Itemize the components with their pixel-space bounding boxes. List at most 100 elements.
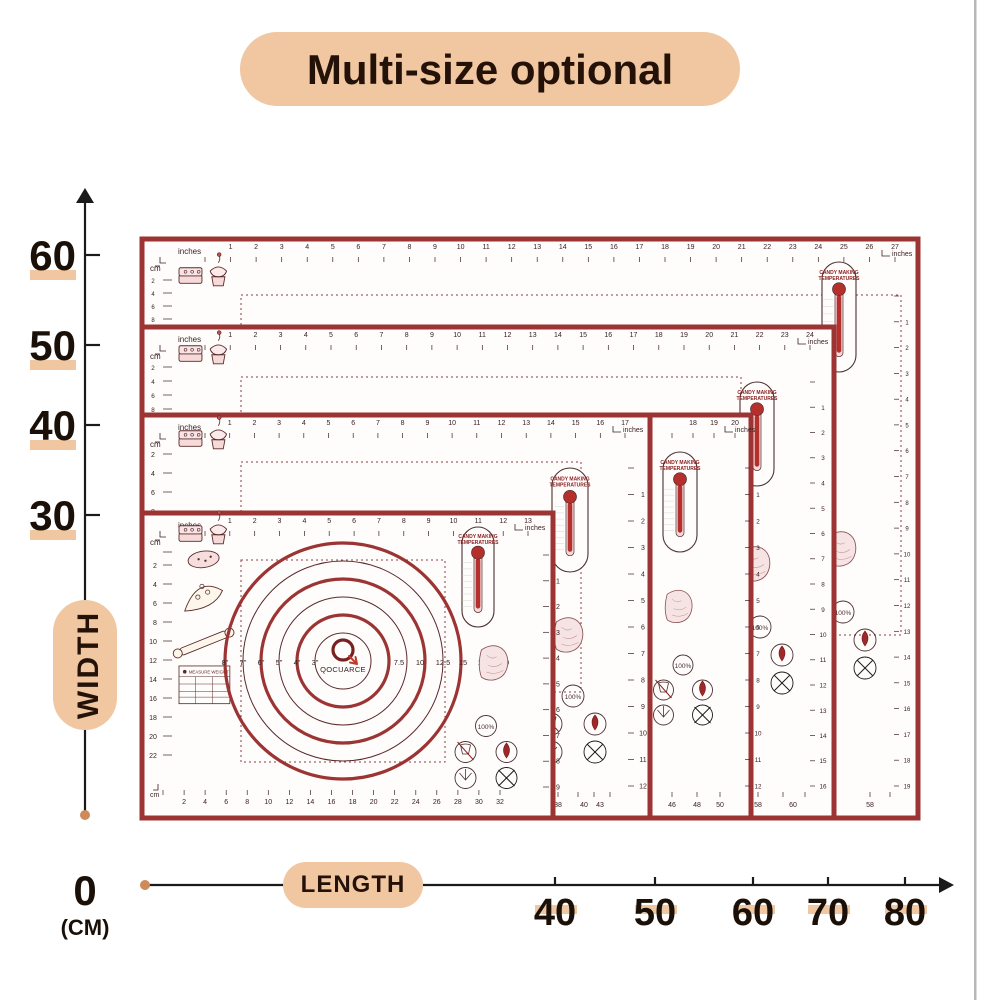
svg-text:12: 12 [499,518,507,525]
svg-text:3: 3 [280,244,284,251]
svg-text:40: 40 [580,802,588,809]
svg-text:70: 70 [807,892,849,934]
svg-text:12: 12 [819,683,827,690]
svg-text:11: 11 [482,244,489,251]
svg-text:0: 0 [73,867,96,914]
svg-text:8: 8 [405,332,409,339]
svg-text:50: 50 [634,892,676,934]
svg-text:32: 32 [496,799,504,806]
svg-text:22: 22 [756,332,764,339]
svg-text:15: 15 [579,332,587,339]
svg-text:3: 3 [756,545,760,552]
svg-text:13: 13 [533,244,541,251]
svg-text:11: 11 [473,420,480,427]
svg-text:100%: 100% [752,625,769,632]
svg-text:17: 17 [621,420,629,427]
svg-text:10: 10 [416,658,424,667]
svg-text:24: 24 [806,332,814,339]
svg-text:inches: inches [178,247,201,256]
svg-text:8: 8 [756,678,760,685]
svg-text:7: 7 [556,733,560,740]
svg-text:10: 10 [904,552,911,558]
svg-text:12: 12 [286,799,294,806]
svg-text:7: 7 [756,651,760,658]
svg-text:TEMPERATURES: TEMPERATURES [818,276,860,282]
svg-text:WIDTH: WIDTH [72,611,105,719]
svg-text:11: 11 [479,332,486,339]
svg-text:9: 9 [433,244,437,251]
svg-text:20: 20 [705,332,713,339]
svg-text:46: 46 [668,802,676,809]
svg-text:18: 18 [904,759,911,765]
svg-text:TEMPERATURES: TEMPERATURES [457,540,499,546]
svg-text:4: 4 [305,244,309,251]
svg-text:6: 6 [351,420,355,427]
svg-text:43: 43 [596,802,604,809]
svg-text:4: 4 [151,379,155,386]
svg-text:1: 1 [821,405,825,412]
svg-text:2: 2 [756,519,760,526]
svg-text:5": 5" [276,658,283,667]
svg-text:2: 2 [253,332,257,339]
svg-text:100%: 100% [835,610,852,617]
svg-text:5: 5 [641,598,645,605]
svg-text:10: 10 [264,799,272,806]
svg-text:14: 14 [547,420,555,427]
svg-text:24: 24 [814,244,822,251]
svg-text:3: 3 [556,630,560,637]
svg-text:cm: cm [150,538,161,547]
svg-text:2: 2 [254,244,258,251]
svg-text:2: 2 [151,452,155,459]
svg-text:1: 1 [641,492,645,499]
svg-text:100%: 100% [675,663,692,670]
svg-text:15: 15 [584,244,592,251]
svg-text:17: 17 [636,244,644,251]
svg-text:50: 50 [29,322,76,369]
svg-text:24: 24 [412,799,420,806]
svg-text:8: 8 [401,420,405,427]
svg-text:20: 20 [370,799,378,806]
svg-text:58: 58 [866,802,874,809]
svg-text:18: 18 [149,715,157,722]
svg-text:14: 14 [149,677,157,684]
svg-text:6: 6 [821,531,825,538]
svg-text:3: 3 [277,420,281,427]
svg-text:58: 58 [754,802,762,809]
svg-text:16: 16 [604,332,612,339]
svg-text:11: 11 [639,757,646,764]
svg-text:10: 10 [754,731,762,738]
svg-text:80: 80 [884,892,926,934]
svg-text:30: 30 [29,492,76,539]
svg-text:4: 4 [556,656,560,663]
svg-text:2: 2 [252,420,256,427]
svg-text:7: 7 [641,651,645,658]
svg-text:5: 5 [331,244,335,251]
svg-text:2: 2 [641,519,645,526]
svg-text:19: 19 [904,785,911,791]
svg-text:15: 15 [459,658,467,667]
svg-text:3: 3 [641,545,645,552]
svg-text:2: 2 [151,365,155,372]
svg-text:10: 10 [453,332,461,339]
svg-text:4: 4 [756,572,760,579]
svg-text:Multi-size optional: Multi-size optional [307,46,673,93]
svg-text:20: 20 [731,420,739,427]
svg-text:8": 8" [222,658,229,667]
svg-text:13: 13 [819,708,827,715]
svg-text:12: 12 [149,658,157,665]
svg-text:9: 9 [427,518,431,525]
svg-text:22: 22 [391,799,399,806]
svg-text:9: 9 [430,332,434,339]
svg-text:12: 12 [754,784,762,791]
svg-text:15: 15 [819,758,827,765]
svg-text:6: 6 [352,518,356,525]
svg-text:11: 11 [820,657,827,664]
svg-text:4: 4 [641,572,645,579]
svg-text:(CM): (CM) [61,915,110,940]
svg-text:5: 5 [756,598,760,605]
svg-text:6: 6 [224,799,228,806]
svg-text:30: 30 [475,799,483,806]
svg-text:9: 9 [756,704,760,711]
svg-text:10: 10 [149,639,157,646]
svg-text:20: 20 [712,244,720,251]
